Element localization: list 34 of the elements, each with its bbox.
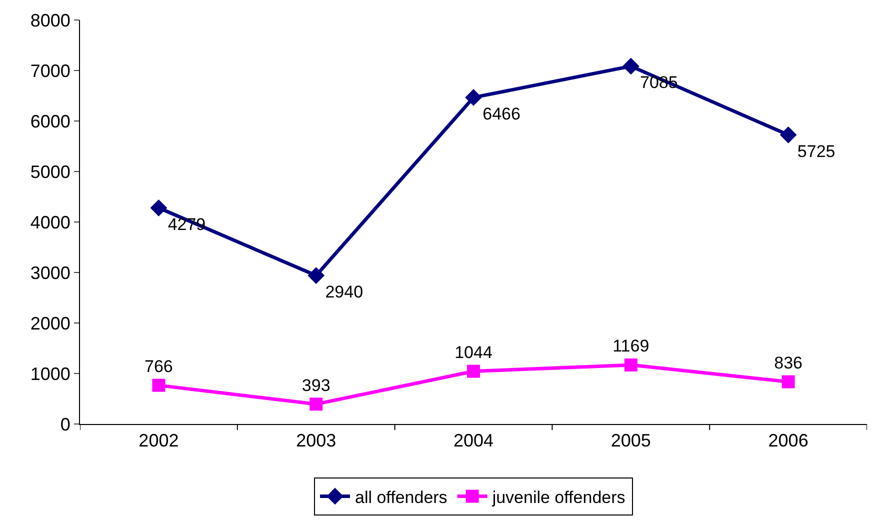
point <box>782 375 795 388</box>
y-tick-label: 5000 <box>30 162 70 182</box>
point <box>624 358 638 372</box>
data-label: 2940 <box>325 282 364 302</box>
x-tick-label: 2002 <box>138 430 179 451</box>
data-label: 766 <box>144 356 173 376</box>
x-tick-label: 2003 <box>296 430 336 451</box>
point <box>465 89 482 106</box>
data-label: 5725 <box>797 142 836 161</box>
point <box>310 398 323 411</box>
point <box>780 126 797 144</box>
y-tick-label: 7000 <box>30 60 70 81</box>
y-tick-label: 8000 <box>30 10 70 30</box>
data-label: 1169 <box>612 336 650 356</box>
y-tick-label: 1000 <box>30 364 70 384</box>
x-tick-label: 2005 <box>610 430 651 451</box>
point <box>467 364 480 378</box>
y-tick-label: 0 <box>60 414 70 434</box>
point <box>150 199 168 216</box>
legend-label: all offenders <box>355 488 448 507</box>
point <box>152 378 166 392</box>
data-label: 1044 <box>454 342 492 362</box>
x-tick-label: 2004 <box>453 430 494 451</box>
data-label: 836 <box>774 353 802 372</box>
data-label: 6466 <box>482 104 520 124</box>
x-tick-label: 2006 <box>768 430 808 451</box>
point <box>308 267 325 284</box>
data-label: 393 <box>302 376 330 395</box>
y-tick-label: 2000 <box>30 313 70 334</box>
y-tick-label: 4000 <box>30 212 70 232</box>
point <box>622 58 640 75</box>
legend-label: juvenile offenders <box>491 488 626 507</box>
y-tick-label: 6000 <box>30 111 70 132</box>
y-tick-label: 3000 <box>30 262 70 283</box>
